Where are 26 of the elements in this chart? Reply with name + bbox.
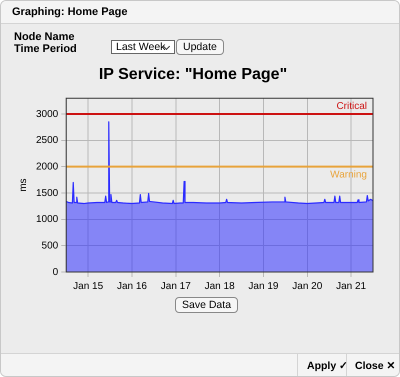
ref-line-label: Warning	[330, 169, 367, 180]
y-tick-label: 1500	[36, 188, 59, 199]
ref-line-label: Critical	[336, 100, 367, 112]
y-tick-label: 2500	[36, 135, 59, 146]
y-tick-label: 2000	[36, 161, 59, 172]
text: Graphing: Home Page	[12, 6, 128, 18]
x-tick-label: Jan 19	[248, 280, 279, 292]
text: Close ✕	[355, 359, 396, 372]
y-tick-label: 0	[52, 266, 59, 278]
chart-title: IP Service: "Home Page"	[98, 66, 288, 84]
x-tick-label: Jan 21	[336, 280, 367, 292]
text: Save Data	[175, 297, 238, 313]
y-tick-label: 500	[42, 240, 59, 252]
y-tick-label: 1000	[36, 214, 59, 226]
x-tick-label: Jan 15	[73, 280, 104, 292]
x-tick-label: Jan 16	[116, 280, 148, 292]
text: Apply ✓	[307, 359, 348, 372]
text: Update	[176, 39, 224, 55]
text: Node Name	[14, 31, 75, 43]
x-tick-label: Jan 18	[204, 280, 236, 292]
x-tick-label: Jan 17	[160, 280, 192, 292]
x-tick-label: Jan 20	[292, 280, 323, 292]
y-axis-title: ms	[18, 178, 29, 192]
text: Time Period	[14, 43, 77, 55]
text: Last Week	[111, 40, 175, 54]
y-tick-label: 3000	[36, 108, 59, 120]
